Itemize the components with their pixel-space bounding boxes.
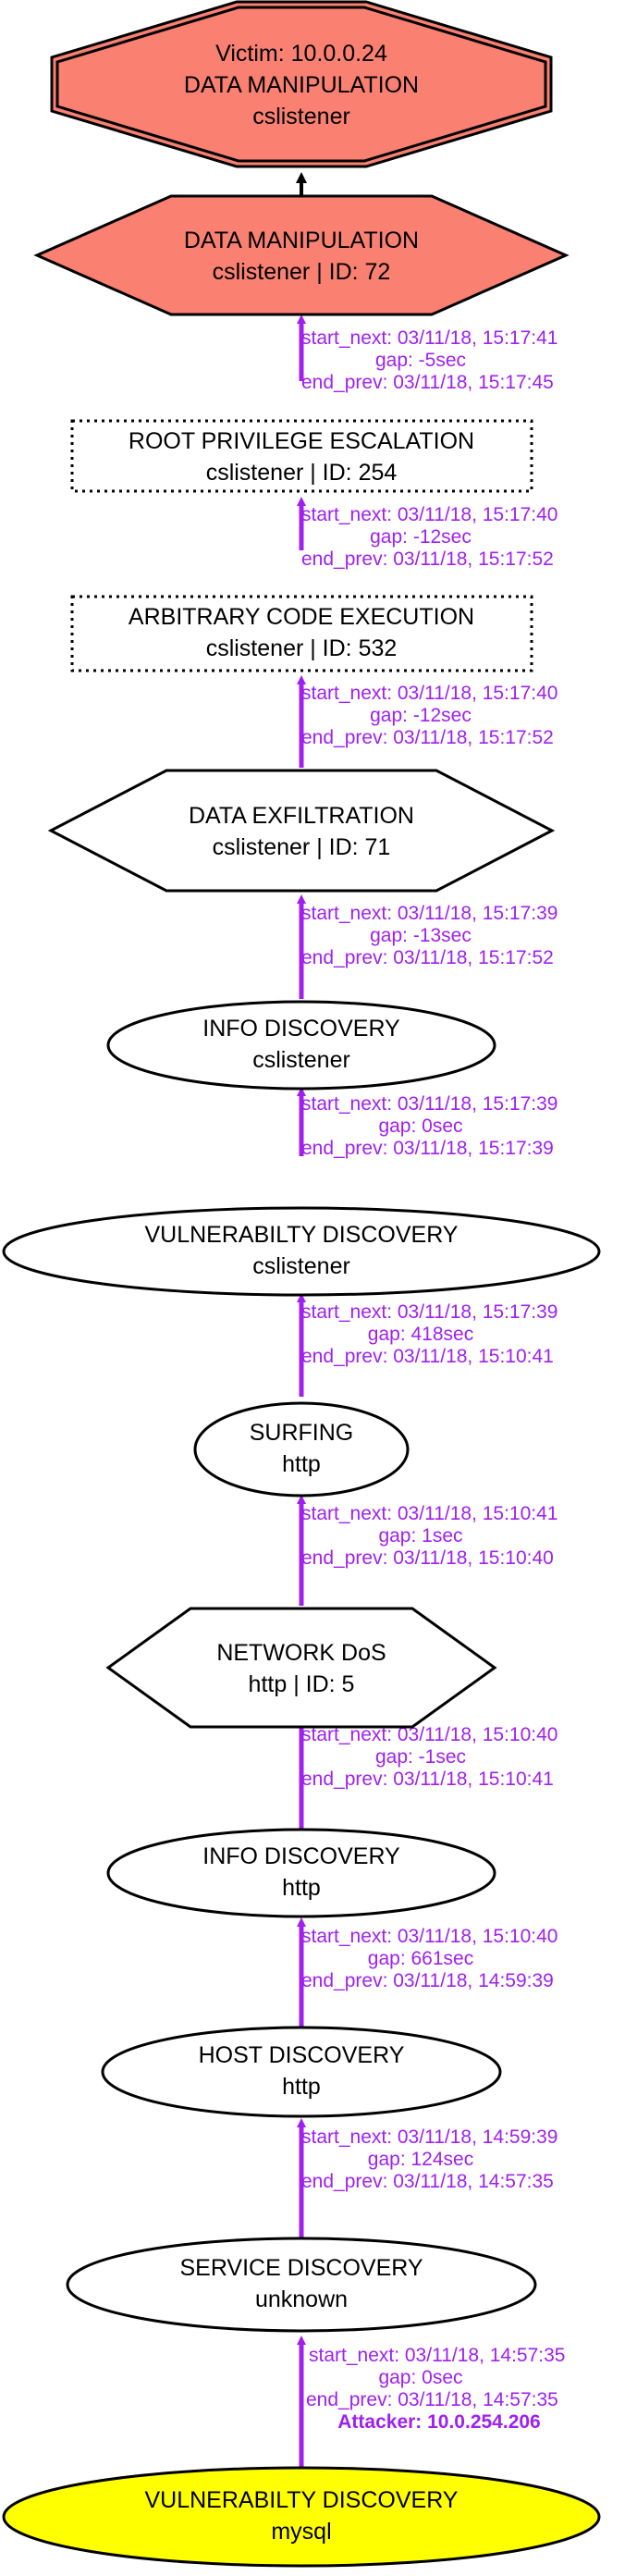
node-root-privilege-escalation: ROOT PRIVILEGE ESCALATION cslistener | I… bbox=[70, 419, 533, 493]
node-data-manipulation: DATA MANIPULATION cslistener | ID: 72 bbox=[33, 194, 570, 316]
node-info-discovery-cslistener: INFO DISCOVERY cslistener bbox=[106, 1000, 496, 1091]
node-2-title: ARBITRARY CODE EXECUTION bbox=[129, 604, 474, 630]
edge-9-gap: gap: 124sec bbox=[368, 2149, 473, 2170]
node-11-title: VULNERABILTY DISCOVERY bbox=[144, 2487, 458, 2513]
edge-5-end-prev: end_prev: 03/11/18, 15:10:41 bbox=[301, 1346, 554, 1367]
node-9-sub: http bbox=[282, 2074, 321, 2100]
edge-4-start-next: start_next: 03/11/18, 15:17:39 bbox=[301, 1093, 557, 1115]
attacker-label: Attacker: 10.0.254.206 bbox=[337, 2411, 541, 2433]
node-7-sub: http | ID: 5 bbox=[249, 1671, 355, 1697]
node-3-sub: cslistener | ID: 71 bbox=[213, 834, 391, 860]
edge-8-end-prev: end_prev: 03/11/18, 14:59:39 bbox=[301, 1970, 554, 1991]
victim-ip: Victim: 10.0.0.24 bbox=[215, 41, 387, 67]
edge-8-gap: gap: 661sec bbox=[368, 1948, 473, 1969]
edge-3-end-prev: end_prev: 03/11/18, 15:17:52 bbox=[301, 947, 554, 968]
edge-0: start_next: 03/11/18, 15:17:41 gap: -5se… bbox=[297, 314, 557, 393]
node-6-sub: http bbox=[282, 1451, 321, 1477]
edge-5: start_next: 03/11/18, 15:17:39 gap: 418s… bbox=[297, 1293, 557, 1397]
edge-10-start-next: start_next: 03/11/18, 14:57:35 bbox=[309, 2345, 565, 2366]
attacker-node: VULNERABILTY DISCOVERY mysql bbox=[2, 2466, 601, 2568]
victim-service: cslistener bbox=[252, 104, 350, 129]
edge-9-start-next: start_next: 03/11/18, 14:59:39 bbox=[301, 2126, 557, 2148]
node-host-discovery: HOST DISCOVERY http bbox=[101, 2026, 502, 2118]
edge-9: start_next: 03/11/18, 14:59:39 gap: 124s… bbox=[297, 2118, 557, 2238]
node-7-title: NETWORK DoS bbox=[216, 1640, 386, 1666]
node-network-dos: NETWORK DoS http | ID: 5 bbox=[105, 1607, 497, 1729]
edge-8-start-next: start_next: 03/11/18, 15:10:40 bbox=[301, 1926, 557, 1947]
edge-5-start-next: start_next: 03/11/18, 15:17:39 bbox=[301, 1301, 557, 1323]
node-4-sub: cslistener bbox=[252, 1047, 350, 1073]
node-9-title: HOST DISCOVERY bbox=[199, 2042, 405, 2068]
edge-4-gap: gap: 0sec bbox=[378, 1115, 462, 1137]
edge-9-end-prev: end_prev: 03/11/18, 14:57:35 bbox=[301, 2171, 554, 2192]
edge-2: start_next: 03/11/18, 15:17:40 gap: -12s… bbox=[297, 675, 557, 768]
node-4-title: INFO DISCOVERY bbox=[202, 1016, 400, 1041]
edge-10: start_next: 03/11/18, 14:57:35 gap: 0sec… bbox=[297, 2336, 565, 2470]
edge-2-start-next: start_next: 03/11/18, 15:17:40 bbox=[301, 683, 557, 704]
node-0-title: DATA MANIPULATION bbox=[184, 228, 419, 253]
edge-7-end-prev: end_prev: 03/11/18, 15:10:41 bbox=[301, 1769, 554, 1790]
node-8-sub: http bbox=[282, 1875, 321, 1901]
node-3-title: DATA EXFILTRATION bbox=[189, 803, 414, 829]
node-data-exfiltration: DATA EXFILTRATION cslistener | ID: 71 bbox=[47, 769, 556, 893]
edge-5-gap: gap: 418sec bbox=[368, 1324, 473, 1345]
node-1-sub: cslistener | ID: 254 bbox=[206, 460, 398, 486]
edge-7: start_next: 03/11/18, 15:10:40 gap: -1se… bbox=[297, 1716, 557, 1829]
node-8-title: INFO DISCOVERY bbox=[202, 1843, 400, 1869]
node-10-title: SERVICE DISCOVERY bbox=[179, 2255, 423, 2281]
edge-3-gap: gap: -13sec bbox=[370, 925, 472, 946]
node-6-title: SURFING bbox=[250, 1420, 354, 1446]
edge-6-gap: gap: 1sec bbox=[378, 1525, 462, 1547]
edge-2-end-prev: end_prev: 03/11/18, 15:17:52 bbox=[301, 727, 554, 748]
node-5-sub: cslistener bbox=[252, 1253, 350, 1279]
edge-6-start-next: start_next: 03/11/18, 15:10:41 bbox=[301, 1503, 557, 1524]
node-2-sub: cslistener | ID: 532 bbox=[206, 635, 398, 661]
edge-3-start-next: start_next: 03/11/18, 15:17:39 bbox=[301, 903, 557, 924]
node-5-title: VULNERABILTY DISCOVERY bbox=[144, 1222, 458, 1248]
edge-1-start-next: start_next: 03/11/18, 15:17:40 bbox=[301, 504, 557, 525]
edge-6: start_next: 03/11/18, 15:10:41 gap: 1sec… bbox=[297, 1495, 557, 1606]
edge-4-end-prev: end_prev: 03/11/18, 15:17:39 bbox=[301, 1138, 554, 1159]
node-vulnerability-discovery-cslistener: VULNERABILTY DISCOVERY cslistener bbox=[2, 1206, 601, 1297]
edge-7-gap: gap: -1sec bbox=[375, 1746, 466, 1768]
edge-7-start-next: start_next: 03/11/18, 15:10:40 bbox=[301, 1724, 557, 1745]
edge-8: start_next: 03/11/18, 15:10:40 gap: 661s… bbox=[297, 1917, 557, 2029]
node-0-sub: cslistener | ID: 72 bbox=[213, 259, 391, 285]
edge-1-end-prev: end_prev: 03/11/18, 15:17:52 bbox=[301, 548, 554, 570]
edge-0-end-prev: end_prev: 03/11/18, 15:17:45 bbox=[301, 372, 554, 393]
node-arbitrary-code-execution: ARBITRARY CODE EXECUTION cslistener | ID… bbox=[70, 595, 533, 672]
node-10-sub: unknown bbox=[255, 2286, 348, 2312]
edge-2-gap: gap: -12sec bbox=[370, 705, 472, 726]
victim-node: Victim: 10.0.0.24 DATA MANIPULATION csli… bbox=[50, 0, 553, 168]
edge-1-gap: gap: -12sec bbox=[370, 526, 472, 548]
edge-10-end-prev: end_prev: 03/11/18, 14:57:35 bbox=[306, 2389, 558, 2410]
node-surfing: SURFING http bbox=[193, 1401, 410, 1498]
victim-action: DATA MANIPULATION bbox=[184, 72, 419, 98]
edge-3: start_next: 03/11/18, 15:17:39 gap: -13s… bbox=[297, 894, 557, 999]
edge-4: start_next: 03/11/18, 15:17:39 gap: 0sec… bbox=[297, 1087, 557, 1159]
edge-10-gap: gap: 0sec bbox=[378, 2367, 462, 2388]
node-1-title: ROOT PRIVILEGE ESCALATION bbox=[129, 428, 474, 454]
edge-6-end-prev: end_prev: 03/11/18, 15:10:40 bbox=[301, 1547, 554, 1569]
edge-0-start-next: start_next: 03/11/18, 15:17:41 bbox=[301, 327, 557, 349]
edge-1: start_next: 03/11/18, 15:17:40 gap: -12s… bbox=[297, 497, 557, 570]
edge-0-gap: gap: -5sec bbox=[375, 350, 466, 371]
node-service-discovery: SERVICE DISCOVERY unknown bbox=[66, 2237, 537, 2333]
node-info-discovery-http: INFO DISCOVERY http bbox=[106, 1828, 496, 1918]
node-11-sub: mysql bbox=[271, 2519, 331, 2545]
